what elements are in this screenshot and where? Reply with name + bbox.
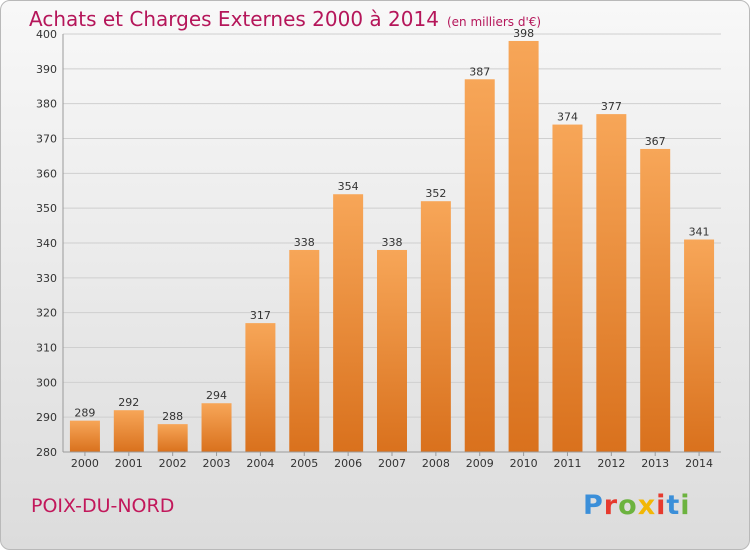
y-tick-label: 360 bbox=[36, 167, 57, 180]
y-tick-label: 380 bbox=[36, 98, 57, 111]
x-tick-label-2011: 2011 bbox=[553, 457, 581, 470]
bar-2004 bbox=[245, 323, 276, 452]
x-tick-label-2007: 2007 bbox=[378, 457, 406, 470]
x-tick-label-2005: 2005 bbox=[290, 457, 318, 470]
data-label-2007: 338 bbox=[382, 236, 403, 249]
bar-2014 bbox=[684, 239, 715, 452]
data-label-2003: 294 bbox=[206, 389, 227, 402]
x-tick-label-2009: 2009 bbox=[466, 457, 494, 470]
axis-layer: 280 290 300 310 320 330 340 350 360 370 380 390 400 2… bbox=[36, 28, 721, 470]
bar-2006 bbox=[333, 194, 364, 452]
bar-2008 bbox=[420, 201, 451, 452]
bar-2010 bbox=[508, 40, 539, 452]
bar-2013 bbox=[640, 148, 671, 452]
logo-letter: i bbox=[656, 490, 667, 521]
logo-letter: P bbox=[583, 490, 604, 521]
bar-2001 bbox=[113, 410, 144, 452]
y-tick-label: 300 bbox=[36, 376, 57, 389]
x-tick-label-2008: 2008 bbox=[422, 457, 450, 470]
data-label-2008: 352 bbox=[425, 187, 446, 200]
logo-letter: t bbox=[666, 490, 681, 521]
data-label-2001: 292 bbox=[118, 396, 139, 409]
y-tick-label: 320 bbox=[36, 307, 57, 320]
data-label-2010: 398 bbox=[513, 27, 534, 40]
x-tick-label-2000: 2000 bbox=[71, 457, 99, 470]
bar-2003 bbox=[201, 403, 232, 452]
y-tick-label: 350 bbox=[36, 202, 57, 215]
chart-subtitle: (en milliers d'€) bbox=[446, 15, 542, 29]
y-tick-label: 280 bbox=[36, 446, 57, 459]
data-label-2005: 338 bbox=[294, 236, 315, 249]
data-label-2013: 367 bbox=[645, 135, 666, 148]
y-tick-label: 400 bbox=[36, 28, 57, 41]
data-label-2012: 377 bbox=[601, 100, 622, 113]
logo-letter: r bbox=[603, 490, 619, 521]
x-tick-label-2003: 2003 bbox=[203, 457, 231, 470]
x-tick-label-2013: 2013 bbox=[641, 457, 669, 470]
data-label-2014: 341 bbox=[689, 226, 710, 239]
logo-letter: i bbox=[680, 490, 691, 521]
data-label-2004: 317 bbox=[250, 309, 271, 322]
x-tick-label-2002: 2002 bbox=[159, 457, 187, 470]
bar-2005 bbox=[289, 249, 320, 452]
x-tick-label-2004: 2004 bbox=[246, 457, 274, 470]
bar-2009 bbox=[464, 79, 495, 453]
x-tick-label-2014: 2014 bbox=[685, 457, 713, 470]
x-tick-label-2006: 2006 bbox=[334, 457, 362, 470]
data-label-2002: 288 bbox=[162, 410, 183, 423]
x-tick-label-2010: 2010 bbox=[510, 457, 538, 470]
bar-2011 bbox=[552, 124, 583, 453]
bar-2012 bbox=[596, 114, 627, 452]
commune-name: POIX-DU-NORD bbox=[31, 495, 175, 517]
proxiti-logo: Proxiti bbox=[583, 490, 691, 521]
bar-layer: 289 292 288 294 317 338 354 338 352 387 398 374 377 3… bbox=[69, 27, 715, 453]
bar-2007 bbox=[377, 249, 407, 452]
y-tick-label: 370 bbox=[36, 133, 57, 146]
y-tick-label: 310 bbox=[36, 342, 57, 355]
data-label-2011: 374 bbox=[557, 111, 578, 124]
data-label-2009: 387 bbox=[469, 65, 490, 78]
chart-title-text: Achats et Charges Externes 2000 à 2014 bbox=[29, 7, 439, 31]
x-tick-label-2012: 2012 bbox=[597, 457, 625, 470]
bar-2000 bbox=[69, 420, 100, 452]
data-label-2006: 354 bbox=[338, 180, 359, 193]
y-tick-label: 390 bbox=[36, 63, 57, 76]
bar-2002 bbox=[157, 424, 188, 452]
logo-letter: o bbox=[618, 490, 638, 521]
x-tick-label-2001: 2001 bbox=[115, 457, 143, 470]
y-tick-label: 330 bbox=[36, 272, 57, 285]
chart-title: Achats et Charges Externes 2000 à 2014 (e… bbox=[29, 7, 541, 31]
y-tick-label: 340 bbox=[36, 237, 57, 250]
data-label-2000: 289 bbox=[74, 407, 95, 420]
logo-letter: x bbox=[637, 490, 657, 521]
y-tick-label: 290 bbox=[36, 411, 57, 424]
